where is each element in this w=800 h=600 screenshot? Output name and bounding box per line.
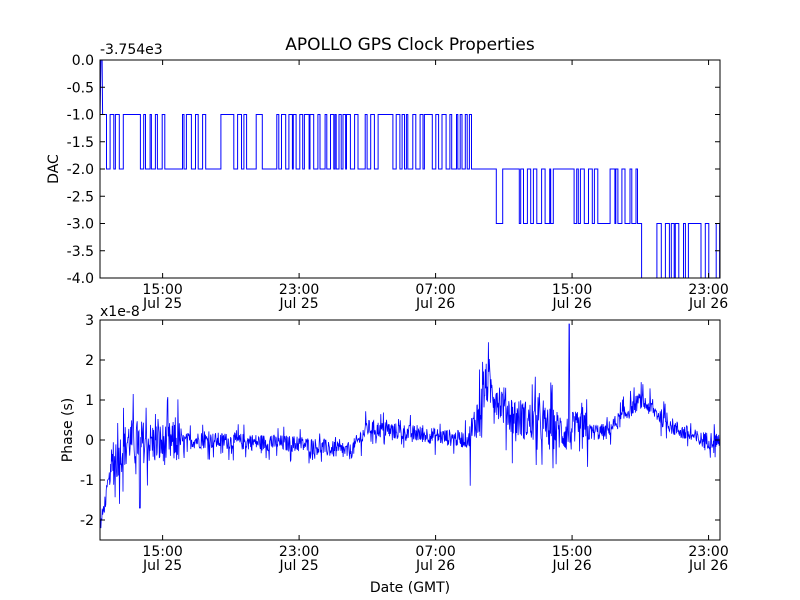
x-tick-date-label: Jul 25	[279, 296, 319, 312]
y-tick-label: 2	[85, 353, 94, 369]
phase-x-axis-label: Date (GMT)	[370, 580, 450, 596]
y-tick-label: 0.0	[72, 53, 94, 69]
x-tick-time-label: 23:00	[688, 544, 728, 560]
y-tick-label: 0	[85, 433, 94, 449]
x-tick-date-label: Jul 25	[142, 558, 182, 574]
x-tick-time-label: 23:00	[279, 544, 319, 560]
x-tick-time-label: 15:00	[552, 544, 592, 560]
x-tick-date-label: Jul 26	[552, 558, 592, 574]
dac-series-line	[99, 59, 721, 279]
x-tick-date-label: Jul 26	[552, 296, 592, 312]
x-tick-date-label: Jul 26	[415, 296, 455, 312]
y-tick-label: 3	[85, 313, 94, 329]
x-tick-time-label: 07:00	[415, 282, 455, 298]
phase-offset-label: x1e-8	[100, 304, 140, 320]
y-tick-label: -1.5	[67, 135, 94, 151]
y-tick-label: -0.5	[67, 80, 94, 96]
x-tick-time-label: 23:00	[279, 282, 319, 298]
x-tick-date-label: Jul 26	[688, 558, 728, 574]
x-tick-time-label: 15:00	[142, 544, 182, 560]
x-tick-date-label: Jul 26	[415, 558, 455, 574]
x-tick-time-label: 15:00	[552, 282, 592, 298]
y-tick-label: -1.0	[67, 108, 94, 124]
phase-panel: x1e-8 Phase (s) Date (GMT) 3 2 1 0 -1 -2 15:0…	[60, 304, 729, 596]
x-tick-date-label: Jul 26	[688, 296, 728, 312]
x-tick-time-label: 15:00	[142, 282, 182, 298]
y-tick-label: -2.0	[67, 162, 94, 178]
x-tick-date-label: Jul 25	[142, 296, 182, 312]
phase-y-axis-label: Phase (s)	[60, 398, 76, 462]
x-tick-time-label: 23:00	[688, 282, 728, 298]
phase-plot-frame	[99, 319, 721, 541]
y-tick-label: -4.0	[67, 271, 94, 287]
y-tick-label: -2.5	[67, 189, 94, 205]
y-tick-label: -3.5	[67, 244, 94, 260]
y-tick-label: -3.0	[67, 217, 94, 233]
phase-series-line	[99, 323, 721, 529]
x-tick-time-label: 07:00	[415, 544, 455, 560]
chart-title: APOLLO GPS Clock Properties	[285, 35, 535, 55]
y-tick-label: 1	[85, 393, 94, 409]
dac-y-axis-label: DAC	[46, 154, 62, 184]
x-tick-date-label: Jul 25	[279, 558, 319, 574]
y-tick-label: -1	[80, 473, 94, 489]
dac-offset-label: -3.754e3	[100, 42, 163, 58]
y-tick-label: -2	[80, 513, 94, 529]
dac-panel: -3.754e3 DAC 0.0 -0.5 -1.0 -1.5 -2.0 -2.5 -3.0…	[46, 42, 729, 312]
dac-y-ticks: 0.0 -0.5 -1.0 -1.5 -2.0 -2.5 -3.0 -3.5 -4.0	[67, 53, 720, 287]
phase-y-ticks: 3 2 1 0 -1 -2	[80, 313, 720, 529]
